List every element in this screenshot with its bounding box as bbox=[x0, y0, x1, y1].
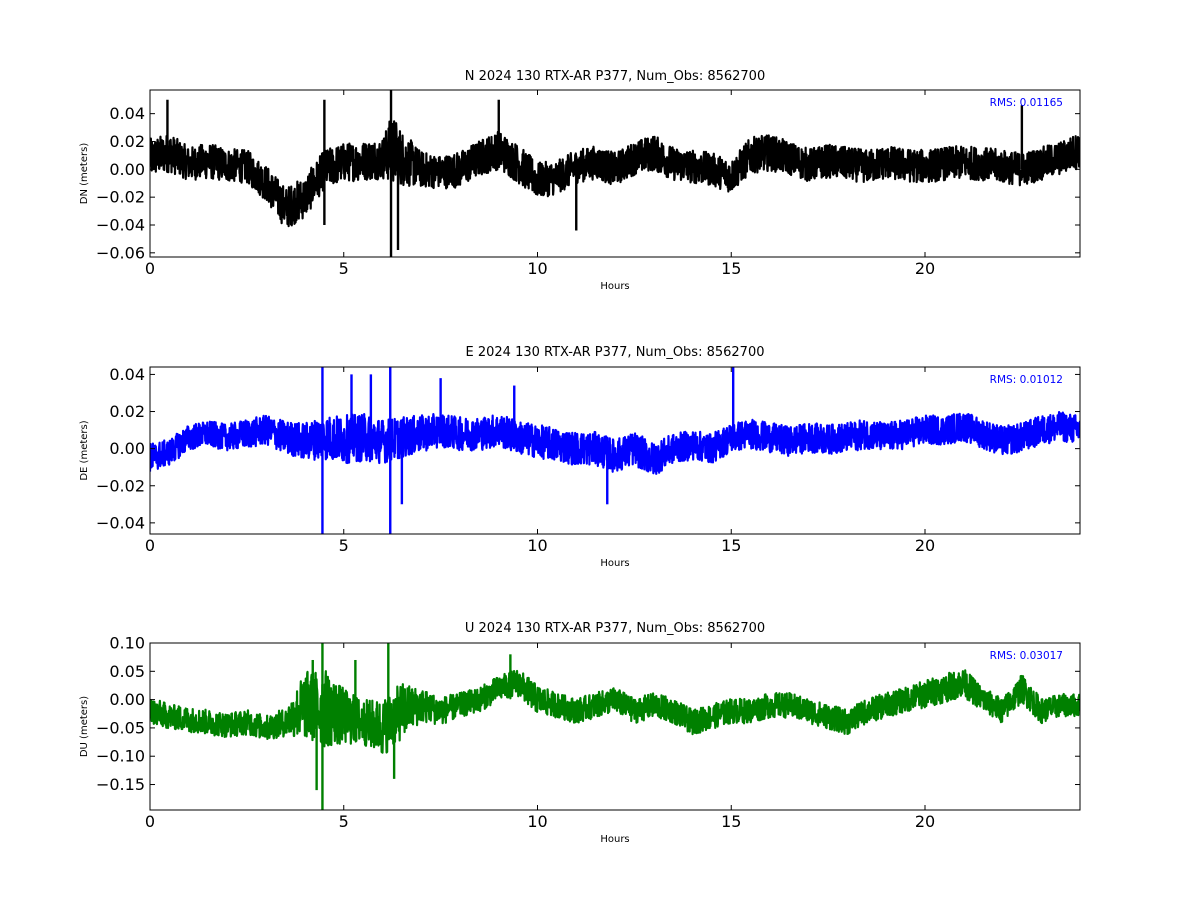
x-tick-label: 10 bbox=[527, 812, 547, 831]
x-tick-label: 15 bbox=[721, 259, 741, 278]
y-axis-label: DU (meters) bbox=[79, 696, 90, 757]
x-tick-label: 5 bbox=[339, 259, 349, 278]
y-tick-label: −0.05 bbox=[96, 718, 145, 737]
y-axis-label: DN (meters) bbox=[79, 143, 90, 205]
y-tick-label: 0.02 bbox=[109, 132, 145, 151]
y-tick-label: −0.04 bbox=[96, 215, 145, 234]
panel-title: E 2024 130 RTX-AR P377, Num_Obs: 8562700 bbox=[466, 345, 765, 360]
y-tick-label: −0.06 bbox=[96, 243, 145, 262]
y-tick-label: 0.05 bbox=[109, 662, 145, 681]
y-tick-label: 0.04 bbox=[109, 104, 145, 123]
y-tick-label: −0.15 bbox=[96, 775, 145, 794]
series-line bbox=[150, 120, 1080, 228]
panel-north: N 2024 130 RTX-AR P377, Num_Obs: 8562700… bbox=[79, 69, 1081, 292]
y-tick-label: 0.00 bbox=[109, 160, 145, 179]
x-tick-label: 5 bbox=[339, 812, 349, 831]
x-tick-label: 0 bbox=[145, 536, 155, 555]
x-tick-label: 10 bbox=[527, 259, 547, 278]
y-tick-label: 0.10 bbox=[109, 634, 145, 653]
plot-area-east: 0 5 10 15 20 0.04 0.02 0.00 −0.02 −0.04 bbox=[96, 365, 1081, 555]
rms-annotation: RMS: 0.01012 bbox=[990, 374, 1063, 386]
y-tick-label: −0.02 bbox=[96, 188, 145, 207]
series-line bbox=[150, 410, 1080, 475]
rms-annotation: RMS: 0.01165 bbox=[990, 97, 1063, 109]
axes-frame bbox=[149, 89, 1081, 258]
y-tick-label: 0.04 bbox=[109, 365, 145, 384]
y-axis-label: DE (meters) bbox=[79, 420, 90, 480]
x-axis-label: Hours bbox=[600, 834, 629, 845]
panel-title: N 2024 130 RTX-AR P377, Num_Obs: 8562700 bbox=[465, 69, 765, 84]
rms-annotation: RMS: 0.03017 bbox=[990, 650, 1063, 662]
axes-frame bbox=[149, 366, 1081, 535]
x-tick-label: 20 bbox=[915, 536, 935, 555]
x-axis-label: Hours bbox=[600, 281, 629, 292]
x-tick-label: 20 bbox=[915, 259, 935, 278]
panel-east: E 2024 130 RTX-AR P377, Num_Obs: 8562700… bbox=[79, 345, 1081, 569]
series-trace bbox=[150, 643, 1080, 810]
x-tick-label: 0 bbox=[145, 259, 155, 278]
x-tick-label: 15 bbox=[721, 536, 741, 555]
series-line bbox=[150, 669, 1080, 754]
y-tick-label: −0.10 bbox=[96, 747, 145, 766]
x-axis-label: Hours bbox=[600, 558, 629, 569]
x-tick-label: 20 bbox=[915, 812, 935, 831]
y-tick-label: −0.04 bbox=[96, 513, 145, 532]
plot-area-up: 0 5 10 15 20 0.10 0.05 0.00 −0.05 −0.10 −0.15 bbox=[96, 634, 1081, 831]
series-trace bbox=[150, 367, 1080, 534]
y-tick-label: 0.00 bbox=[109, 690, 145, 709]
x-tick-label: 10 bbox=[527, 536, 547, 555]
panel-up: U 2024 130 RTX-AR P377, Num_Obs: 8562700… bbox=[79, 621, 1081, 845]
y-tick-label: −0.02 bbox=[96, 476, 145, 495]
x-tick-label: 15 bbox=[721, 812, 741, 831]
panel-title: U 2024 130 RTX-AR P377, Num_Obs: 8562700 bbox=[465, 621, 765, 636]
series-trace bbox=[150, 90, 1080, 257]
plot-area-north: 0 5 10 15 20 0.04 0.02 0.00 −0.02 −0.04 −0.06 bbox=[96, 89, 1081, 278]
y-tick-label: 0.00 bbox=[109, 439, 145, 458]
x-tick-label: 0 bbox=[145, 812, 155, 831]
x-tick-label: 5 bbox=[339, 536, 349, 555]
y-tick-label: 0.02 bbox=[109, 402, 145, 421]
axes-frame bbox=[149, 642, 1081, 811]
